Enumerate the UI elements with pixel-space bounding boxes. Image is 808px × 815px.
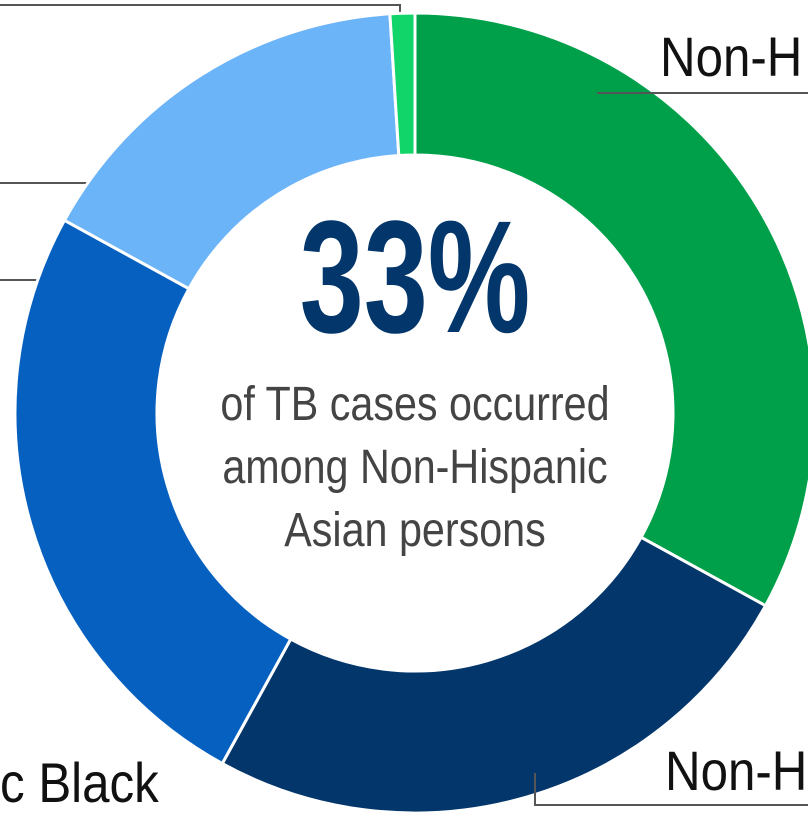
leader-line <box>534 773 808 806</box>
slice <box>13 218 293 766</box>
category-label: Non-H <box>665 740 807 803</box>
slice <box>388 11 417 158</box>
center-text: of TB cases occurred <box>220 377 609 431</box>
labels: Non-H Non-H c Black 33% of TB cases occurred… <box>0 26 807 815</box>
center-text: among Non-Hispanic <box>222 440 607 494</box>
slice <box>220 535 768 815</box>
donut <box>13 11 808 815</box>
slice <box>413 11 808 608</box>
category-label: c Black <box>0 752 159 815</box>
category-label: Non-H <box>660 26 802 89</box>
center-text: Asian persons <box>284 503 545 557</box>
slice <box>62 12 401 291</box>
center-value: 33% <box>300 187 531 366</box>
